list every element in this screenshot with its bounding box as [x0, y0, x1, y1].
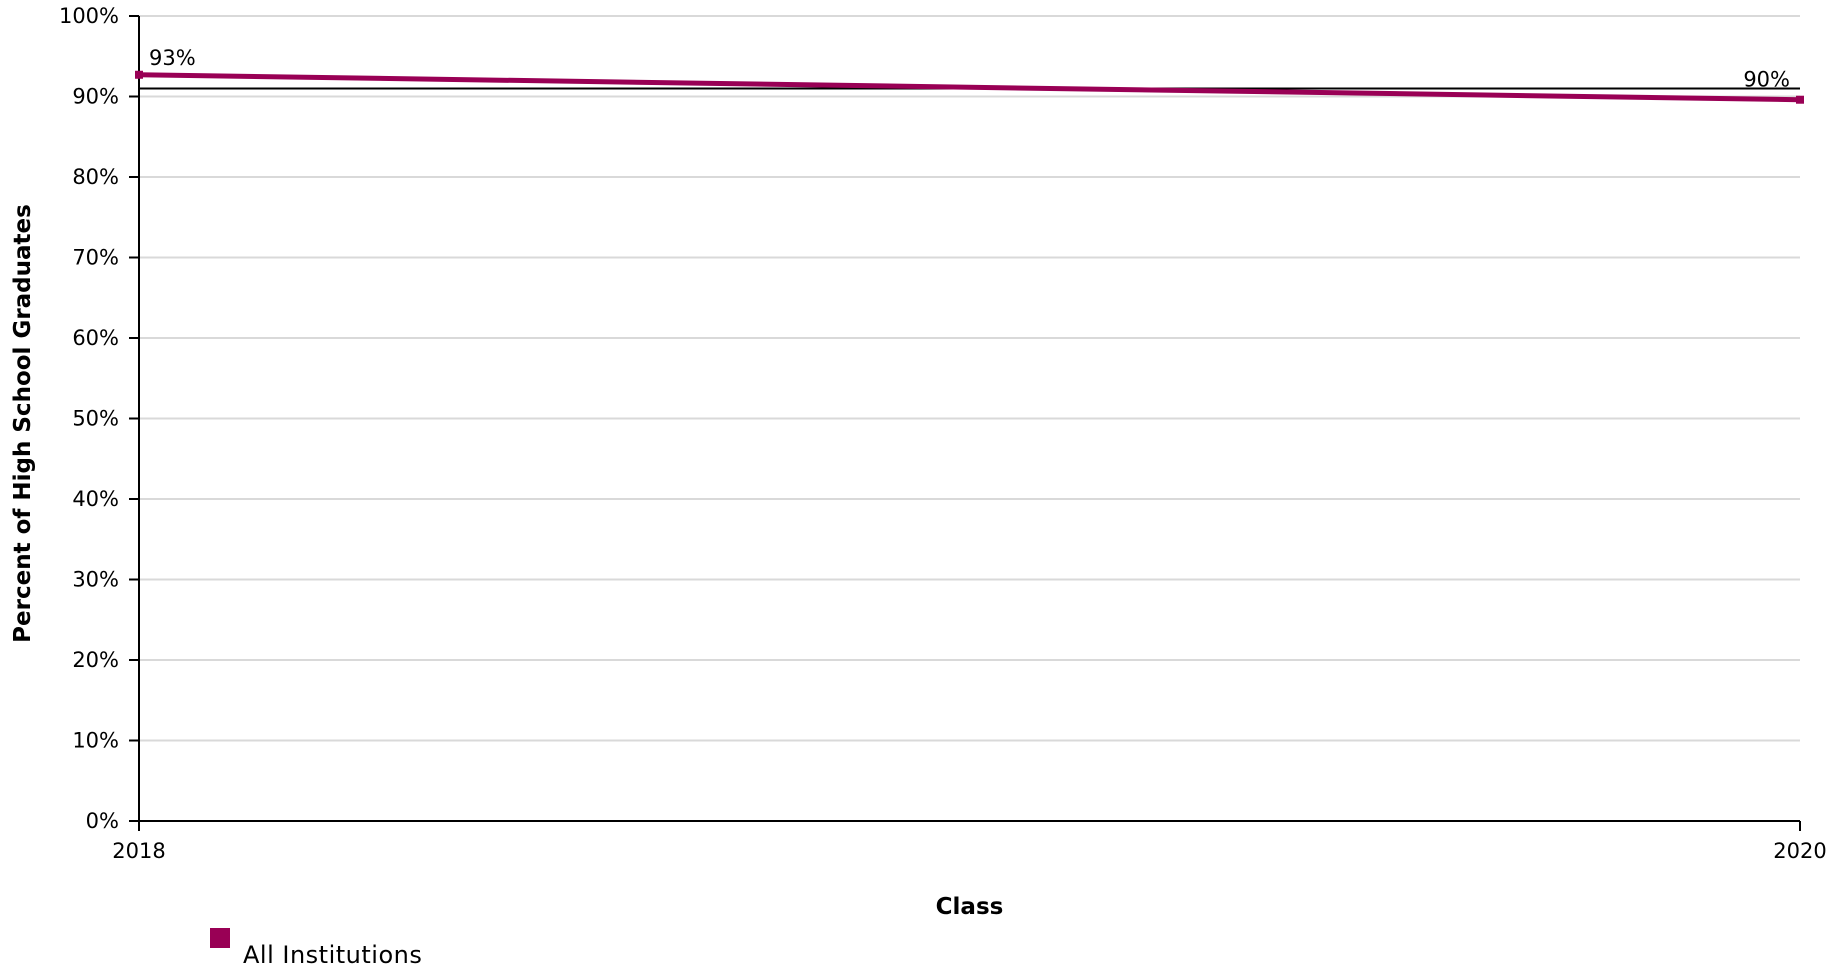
data-point: [1796, 95, 1804, 104]
gridlines: [139, 15, 1800, 742]
y-tick-label: 10%: [72, 729, 119, 753]
y-tick-label: 0%: [86, 809, 119, 833]
legend-swatch: [210, 928, 230, 948]
legend-label: All Institutions: [243, 941, 422, 969]
y-tick-label: 30%: [72, 568, 119, 592]
data-label: 90%: [1743, 68, 1790, 92]
y-tick-label: 40%: [72, 487, 119, 511]
series-line: [138, 72, 1801, 103]
y-tick-label: 90%: [72, 85, 119, 109]
legend[interactable]: All Institutions: [210, 928, 422, 969]
data-point: [135, 70, 143, 79]
y-axis-ticks: 0% 10% 20% 30% 40% 50% 60% 70% 80% 90% 100%: [59, 4, 139, 833]
y-tick-label: 70%: [72, 246, 119, 270]
data-labels: 93% 90%: [149, 46, 1790, 92]
y-tick-label: 60%: [72, 326, 119, 350]
data-label: 93%: [149, 46, 196, 70]
x-axis-ticks: 2018 2020: [112, 821, 1827, 863]
y-tick-label: 50%: [72, 407, 119, 431]
x-axis-title: Class: [936, 894, 1004, 920]
y-axis-title: Percent of High School Graduates: [10, 204, 36, 643]
x-tick-label: 2018: [112, 839, 165, 863]
y-tick-label: 80%: [72, 165, 119, 189]
y-tick-label: 20%: [72, 648, 119, 672]
x-tick-label: 2020: [1773, 839, 1826, 863]
y-tick-label: 100%: [59, 4, 119, 28]
series-group: [135, 70, 1804, 104]
